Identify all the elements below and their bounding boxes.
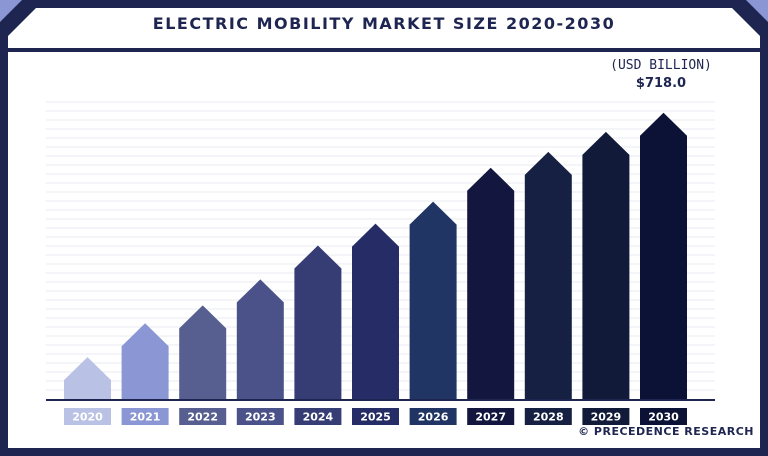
x-label-box-2024 (294, 408, 342, 425)
x-label-box-2023 (236, 408, 284, 425)
x-tick-label-2020: 2020 (72, 411, 103, 424)
unit-label: (USD BILLION) (610, 58, 712, 73)
x-label-box-2030 (640, 408, 687, 425)
source-credit: © PRECEDENCE RESEARCH (578, 425, 754, 438)
bar-2020 (64, 357, 111, 399)
bar-2029 (582, 131, 630, 400)
x-tick-label-2026: 2026 (418, 411, 449, 424)
bar-2023 (236, 279, 284, 399)
x-label-box-2027 (467, 408, 515, 425)
bar-2024 (294, 245, 342, 399)
bar-2022 (179, 305, 227, 399)
x-label-box-2025 (352, 408, 399, 425)
x-tick-label-2021: 2021 (130, 411, 161, 424)
bar-2025 (352, 223, 399, 399)
title-band (8, 48, 760, 52)
corner-accent-right (746, 0, 768, 22)
x-label-box-2022 (179, 408, 227, 425)
x-label-box-2020 (64, 408, 111, 425)
bar-2027 (467, 167, 515, 399)
chart-title: ELECTRIC MOBILITY MARKET SIZE 2020-2030 (152, 14, 616, 33)
bar-2028 (524, 151, 572, 399)
x-tick-label-2027: 2027 (475, 411, 506, 424)
x-label-box-2021 (121, 408, 169, 425)
x-tick-label-2030: 2030 (648, 411, 679, 424)
annotation-2030-value: $718.0 (635, 76, 687, 91)
bar-2026 (409, 201, 457, 399)
x-tick-label-2023: 2023 (245, 411, 276, 424)
x-tick-label-2028: 2028 (533, 411, 564, 424)
x-tick-label-2022: 2022 (187, 411, 218, 424)
x-tick-label-2024: 2024 (303, 411, 334, 424)
x-label-box-2029 (582, 408, 630, 425)
x-label-box-2028 (524, 408, 572, 425)
x-label-box-2026 (409, 408, 457, 425)
x-tick-label-2025: 2025 (360, 411, 391, 424)
bar-2030 (640, 112, 687, 400)
x-tick-label-2029: 2029 (591, 411, 622, 424)
bar-2021 (121, 323, 169, 399)
corner-accent-left (0, 0, 22, 22)
